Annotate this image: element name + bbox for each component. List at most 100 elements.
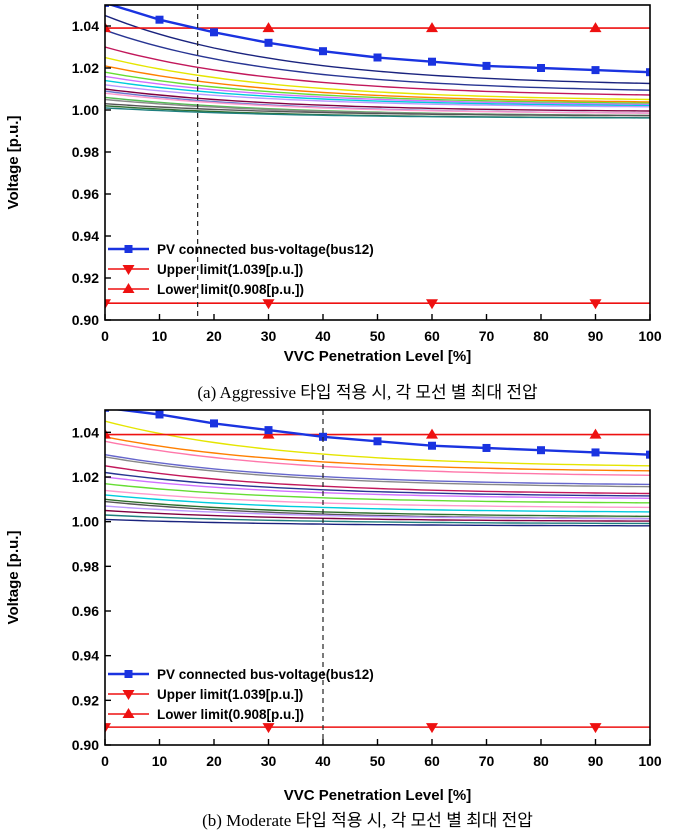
- bus-line: [105, 75, 650, 106]
- x-tick-label: 50: [370, 328, 386, 344]
- legend-entry: PV connected bus-voltage(bus12): [157, 667, 374, 682]
- pv-bus-point: [373, 53, 382, 62]
- upper-limit-marker: [426, 428, 438, 439]
- x-tick-label: 20: [206, 328, 222, 344]
- bus-line: [105, 518, 650, 527]
- lower-limit-marker: [426, 723, 438, 734]
- x-tick-label: 90: [588, 328, 604, 344]
- bus-line: [105, 489, 650, 509]
- plot-area: [105, 410, 650, 745]
- bus-line: [105, 476, 650, 499]
- bus-line: [105, 456, 650, 488]
- bus-line: [105, 509, 650, 522]
- legend-marker-triangle-up: [122, 708, 135, 718]
- legend-marker-triangle-down: [122, 690, 135, 700]
- pv-bus-point: [319, 47, 327, 56]
- y-tick-label: 0.90: [72, 312, 99, 328]
- bus-line: [105, 103, 650, 117]
- bus-line: [105, 79, 650, 107]
- x-tick-label: 70: [479, 753, 495, 769]
- x-tick-label: 80: [533, 328, 549, 344]
- chart-a: 0 10 20 30 40 50 60 70 80 90 100 0.90 0.92 0.94 0.96 0.…: [5, 4, 662, 402]
- bus-line: [105, 65, 650, 103]
- x-tick-label: 40: [315, 753, 331, 769]
- lower-limit-marker: [105, 723, 111, 734]
- upper-limit-marker: [426, 22, 438, 33]
- y-tick-label: 1.02: [72, 469, 99, 485]
- pv-bus-point: [537, 446, 545, 455]
- pv-bus-point: [105, 5, 109, 7]
- bus-line: [105, 498, 650, 517]
- bus-line: [105, 14, 650, 85]
- bus-line: [105, 436, 650, 472]
- pv-bus-point: [210, 28, 218, 37]
- x-tick-label: 100: [638, 753, 662, 769]
- y-tick-label: 0.90: [72, 737, 99, 753]
- y-tick-label: 1.04: [72, 424, 99, 440]
- y-tick-label: 1.02: [72, 60, 99, 76]
- y-tick-label: 1.00: [72, 514, 99, 530]
- lower-limit-marker: [426, 299, 438, 310]
- bus-line: [105, 46, 650, 96]
- legend-entry: Upper limit(1.039[p.u.]): [157, 687, 303, 702]
- legend-entry: Upper limit(1.039[p.u.]): [157, 262, 303, 277]
- pv-bus-point: [373, 437, 382, 446]
- pv-bus-point: [646, 68, 650, 77]
- x-tick-label: 30: [261, 753, 277, 769]
- x-tick-label: 10: [152, 328, 168, 344]
- pv-bus-point: [105, 410, 109, 412]
- pv-bus-point: [428, 57, 436, 66]
- y-tick-label: 0.94: [72, 228, 99, 244]
- upper-limit-marker: [589, 22, 602, 33]
- y-tick-label: 0.98: [72, 144, 99, 160]
- lower-limit-marker: [262, 299, 275, 310]
- bus-line: [105, 88, 650, 112]
- x-tick-label: 70: [479, 328, 495, 344]
- bus-line: [105, 107, 650, 119]
- bus-line: [105, 471, 650, 497]
- x-axis-label: VVC Penetration Level [%]: [284, 787, 472, 804]
- pv-bus-point: [428, 441, 436, 450]
- upper-limit-marker: [105, 22, 111, 33]
- bus-line: [105, 505, 650, 520]
- y-axis-label: Voltage [p.u.]: [5, 116, 22, 210]
- legend-entry: Lower limit(0.908[p.u.]): [157, 282, 304, 297]
- pv-bus-point: [591, 448, 600, 457]
- bus-line: [105, 71, 650, 104]
- legend-marker-triangle-up: [122, 283, 135, 293]
- upper-limit-marker: [589, 428, 602, 439]
- x-tick-label: 60: [424, 328, 440, 344]
- upper-limit-marker: [105, 428, 111, 439]
- pv-bus-point: [482, 443, 491, 452]
- bus-line: [105, 454, 650, 486]
- x-tick-label: 100: [638, 328, 662, 344]
- legend-marker-square: [124, 245, 133, 253]
- x-tick-label: 80: [533, 753, 549, 769]
- bus-line: [105, 483, 650, 504]
- bus-line: [105, 494, 650, 513]
- upper-limit-marker: [262, 22, 275, 33]
- legend-entry: PV connected bus-voltage(bus12): [157, 242, 374, 257]
- pv-bus-line: [107, 5, 650, 74]
- pv-bus-point: [537, 64, 545, 72]
- lower-limit-marker: [105, 299, 111, 310]
- pv-bus-line: [113, 410, 650, 456]
- lower-limit-marker: [589, 299, 602, 310]
- x-axis-label: VVC Penetration Level [%]: [284, 348, 472, 365]
- figure-caption: (a) Aggressive 타입 적용 시, 각 모선 별 최대 전압: [197, 383, 538, 402]
- bus-line: [105, 56, 650, 101]
- lower-limit-marker: [262, 723, 275, 734]
- x-tick-label: 0: [101, 753, 109, 769]
- pv-bus-point: [319, 432, 327, 441]
- chart-b: 0 10 20 30 40 50 60 70 80 90 100 0.90 0.92 0.94 0.96 0.…: [5, 409, 662, 830]
- bus-line: [105, 420, 650, 467]
- pv-bus-point: [210, 419, 218, 428]
- legend-marker-square: [124, 670, 133, 678]
- x-tick-label: 50: [370, 753, 386, 769]
- pv-bus-point: [155, 15, 164, 24]
- y-tick-label: 0.96: [72, 186, 99, 202]
- legend: PV connected bus-voltage(bus12) Upper lim…: [108, 667, 374, 722]
- legend-marker-triangle-down: [122, 265, 135, 275]
- pv-bus-point: [482, 61, 491, 70]
